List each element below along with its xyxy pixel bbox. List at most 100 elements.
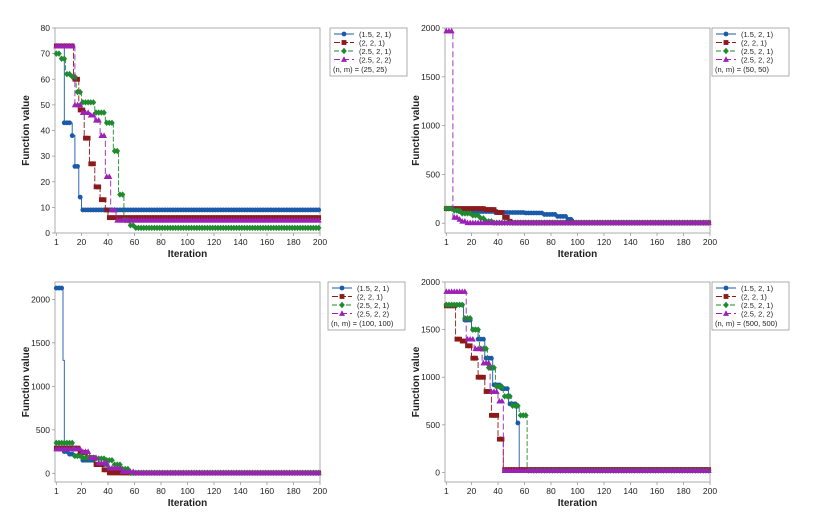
x-tick-label: 20 [77,237,87,247]
data-point [315,224,322,232]
x-tick-label: 160 [650,486,664,496]
data-point [91,161,96,167]
legend-entry-label: (2, 2, 1) [357,293,383,302]
legend-entry-label: (2.5, 2, 2) [741,310,774,319]
data-point [77,445,84,452]
x-tick-label: 60 [130,486,140,496]
data-point [459,301,466,309]
data-point [59,285,65,291]
data-point [90,111,97,118]
y-tick-label: 1000 [31,381,50,391]
data-point [486,207,492,212]
data-point [56,50,62,57]
data-point [467,210,473,217]
legend-entry-label: (1.5, 2, 1) [741,284,774,293]
data-point [475,374,481,380]
data-point [93,462,99,468]
data-point [470,206,476,211]
data-point [491,207,497,212]
x-tick-label: 1 [54,486,59,496]
data-point [112,470,118,476]
y-tick-label: 1000 [421,121,440,131]
data-point [488,412,494,418]
y-tick-label: 500 [36,425,50,435]
x-axis-label: Iteration [558,498,597,509]
data-point [465,343,470,349]
x-tick-label: 20 [467,486,477,496]
data-point [499,436,505,442]
x-tick-label: 100 [180,486,194,496]
data-point [477,345,484,352]
data-point [104,207,110,213]
x-tick-label: 200 [703,486,717,496]
legend-marker [723,47,729,55]
x-tick-label: 80 [156,237,166,247]
data-point [478,374,484,380]
legend-entry-label: (2.5, 2, 2) [357,310,390,319]
y-tick-label: 0 [435,218,440,228]
data-point [705,219,712,226]
data-point [467,343,473,349]
legend: (1.5, 2, 1)(2, 2, 1)(2.5, 2, 1)(2.5, 2, … [327,281,406,331]
data-point [69,133,75,139]
x-tick-label: 140 [233,486,247,496]
legend: (1.5, 2, 1)(2, 2, 1)(2.5, 2, 1)(2.5, 2, … [329,27,408,77]
x-tick-label: 80 [546,237,556,247]
data-point [85,448,92,454]
y-axis-label: Function value [411,346,422,417]
data-point [106,470,112,476]
data-point [494,210,500,215]
data-point [459,338,465,344]
data-point [507,393,513,400]
y-tick-label: 2000 [421,277,440,287]
y-tick-label: 1000 [421,372,440,382]
legend-marker [723,40,729,45]
legend-marker [723,294,729,299]
data-point [93,454,100,461]
data-point [75,76,80,82]
legend-note: (n, m) = (100, 100) [331,319,394,328]
legend-entry-label: (2.5, 2, 1) [741,301,774,310]
x-tick-label: 180 [286,486,300,496]
x-tick-label: 60 [520,237,530,247]
legend-marker [341,40,347,45]
y-tick-label: 40 [41,126,51,136]
legend-entry-label: (2.5, 2, 1) [359,47,392,56]
y-tick-label: 50 [41,100,51,110]
data-point [77,101,84,108]
data-point [109,470,115,476]
data-point [473,206,478,211]
data-point [114,470,120,476]
legend-marker [341,47,347,55]
legend-note: (n, m) = (25, 25) [333,65,387,74]
x-tick-label: 140 [623,486,637,496]
data-point [504,386,510,392]
y-tick-label: 0 [435,467,440,477]
y-tick-label: 1500 [31,338,50,348]
x-tick-label: 40 [493,237,503,247]
x-tick-label: 140 [233,237,247,247]
legend-marker [341,56,347,62]
data-point [465,206,470,211]
legend-entry-label: (2, 2, 1) [741,293,767,302]
x-tick-label: 180 [286,237,300,247]
data-point [491,364,497,371]
data-point [61,55,68,62]
plot-frame [54,27,321,234]
legend-marker [723,285,729,291]
x-tick-label: 60 [130,237,140,247]
y-tick-label: 2000 [421,23,440,33]
data-point [77,88,83,96]
x-tick-label: 180 [676,237,690,247]
data-point [101,197,107,203]
x-tick-label: 1 [54,237,59,247]
y-tick-label: 1500 [421,325,440,335]
data-point [523,412,529,419]
data-point [114,147,121,155]
plot-frame [54,281,321,483]
x-tick-label: 120 [597,237,611,247]
y-tick-label: 500 [426,420,440,430]
data-point [69,42,76,49]
x-tick-label: 160 [260,486,274,496]
data-point [69,439,76,447]
